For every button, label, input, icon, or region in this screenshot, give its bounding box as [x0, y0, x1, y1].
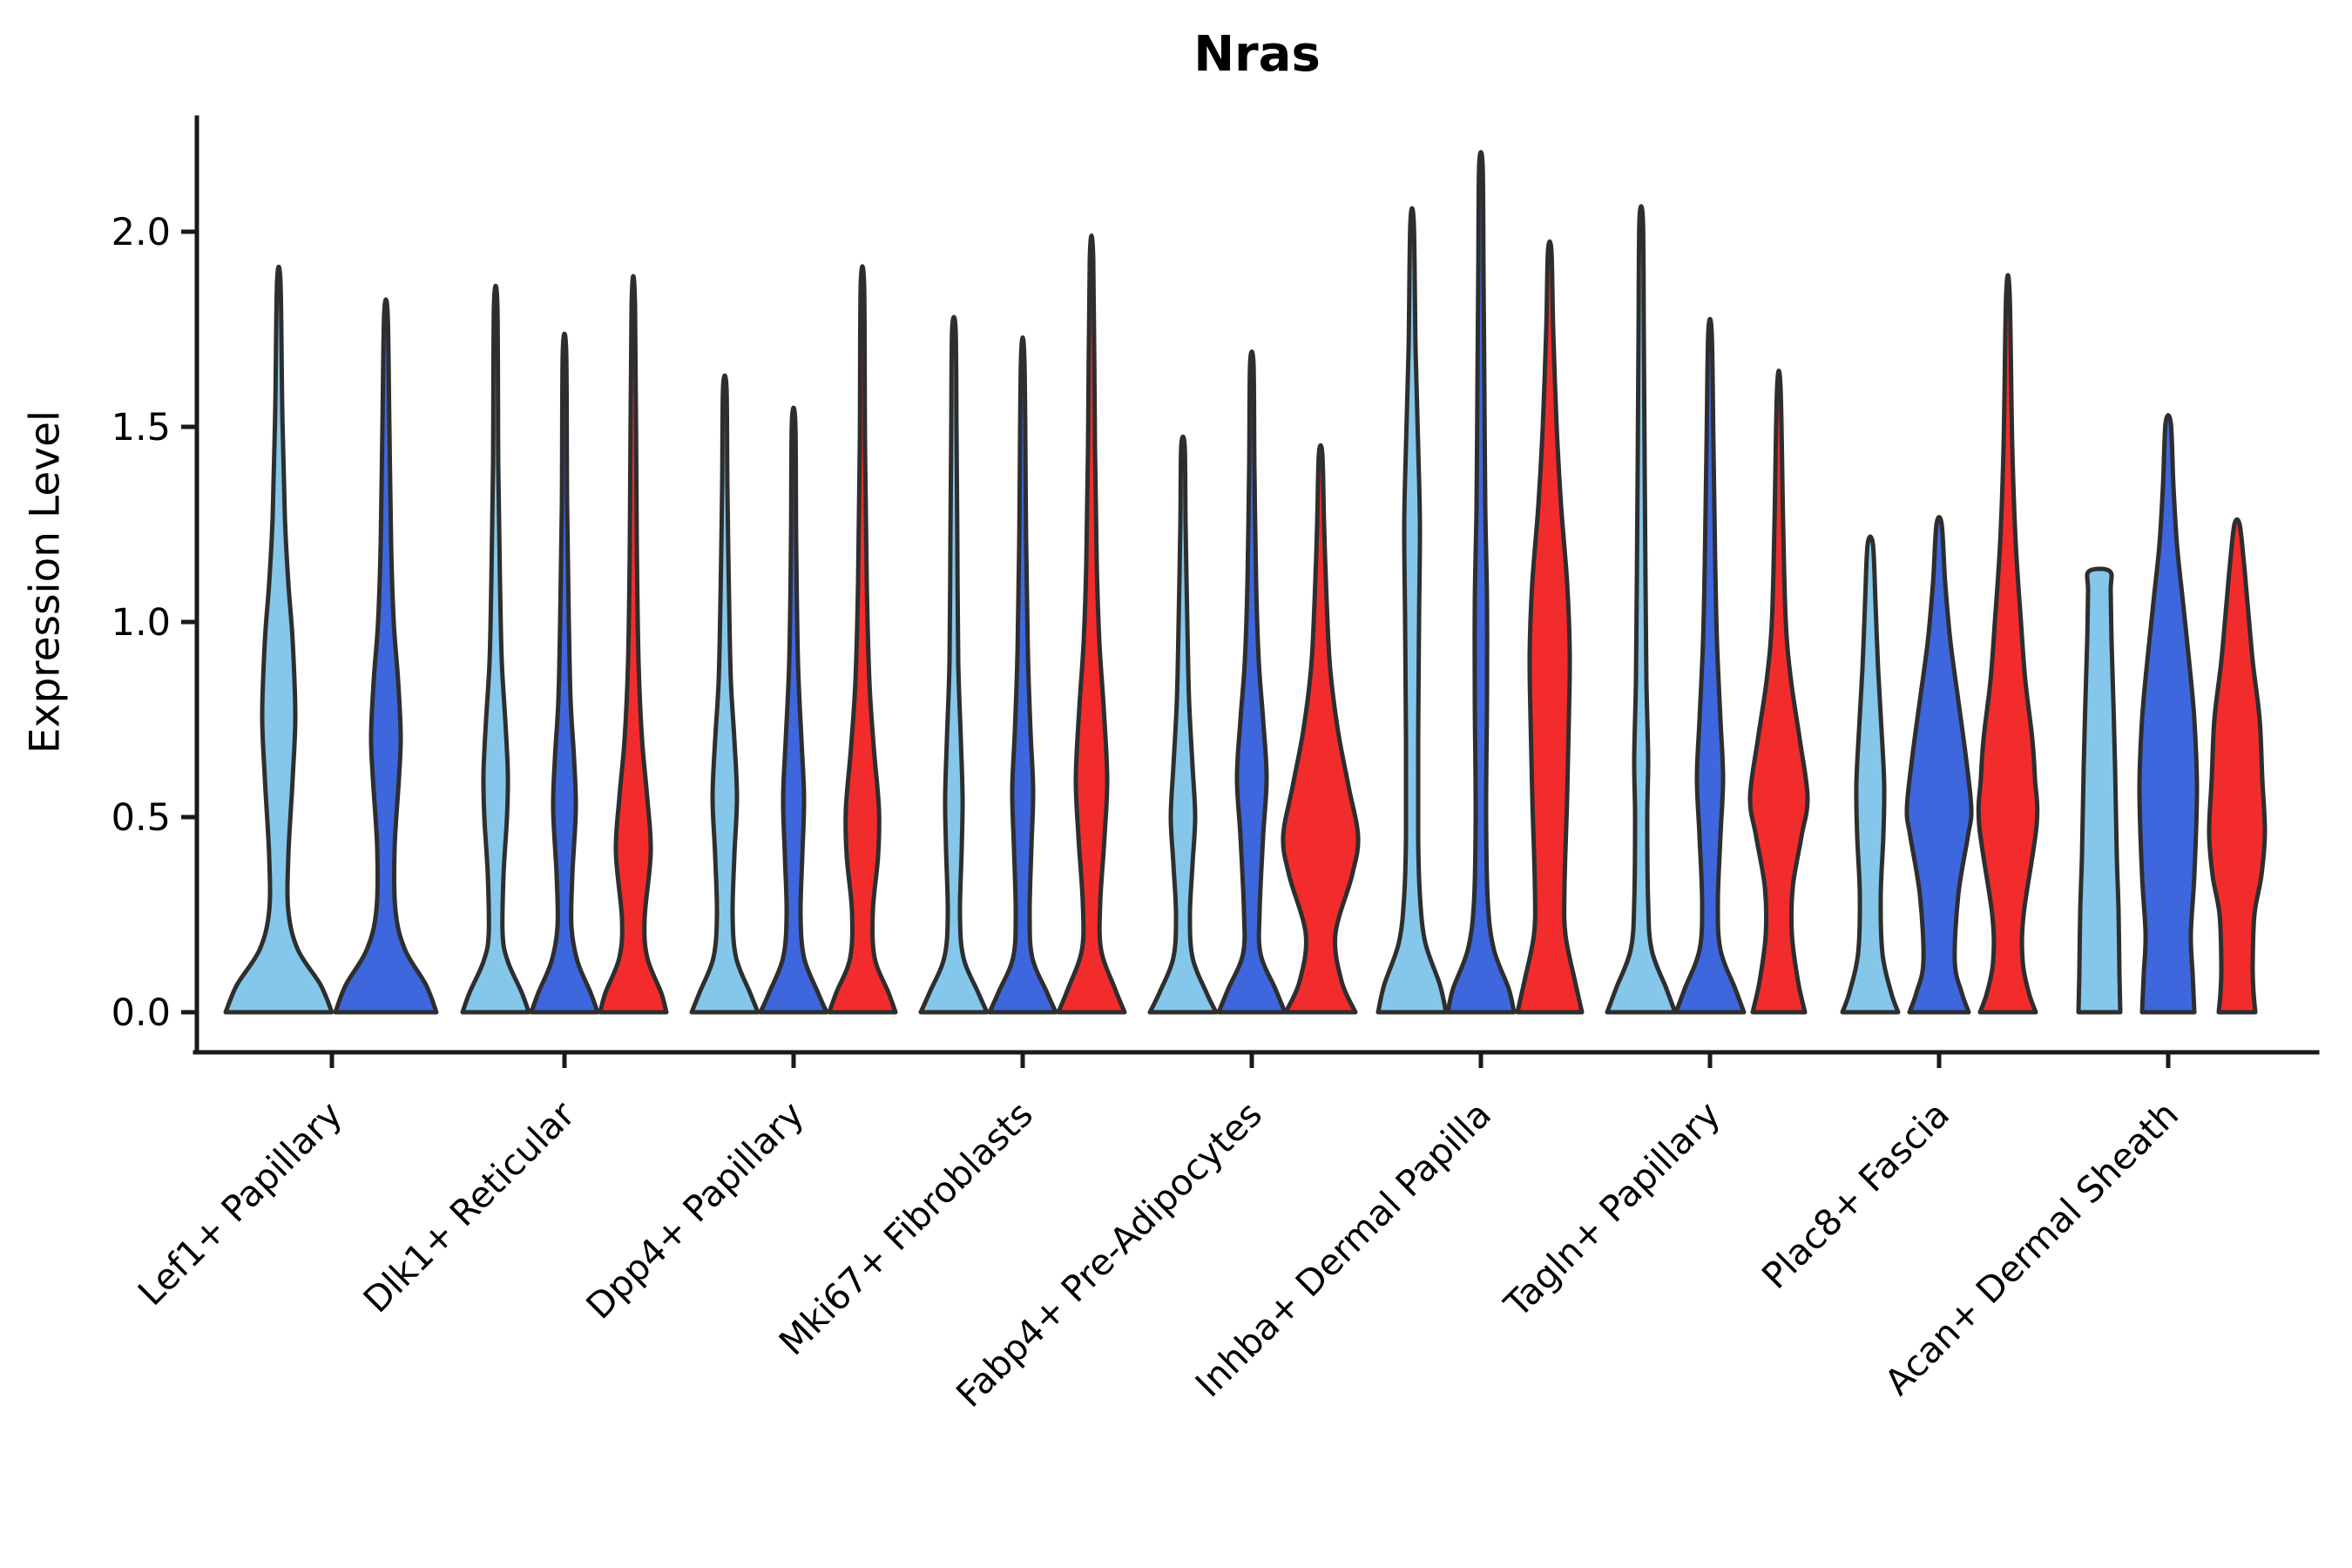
- y-tick-label: 1.5: [112, 406, 171, 449]
- y-axis-ticks: 0.0 0.5 1.0 1.5 2.0: [112, 211, 197, 1035]
- x-category-label: Tagln+ Papillary: [1496, 1093, 1728, 1326]
- violin-0-cond1: [223, 264, 335, 1015]
- y-tick-label: 0.5: [112, 796, 171, 840]
- violin-8-cond1: [2076, 566, 2123, 1015]
- violin-2-cond3: [827, 264, 898, 1015]
- y-tick-label: 2.0: [112, 211, 171, 254]
- x-category-label: Dlk1+ Reticular: [355, 1093, 583, 1321]
- violin-7-cond1: [1840, 534, 1901, 1015]
- violin-4-cond3: [1281, 443, 1361, 1015]
- violin-4-cond1: [1147, 434, 1219, 1015]
- violin-0-cond2: [333, 297, 439, 1015]
- x-category-label: Dpp4+ Papillary: [578, 1093, 812, 1327]
- violin-5-cond1: [1375, 206, 1449, 1015]
- violin-3-cond3: [1056, 233, 1127, 1015]
- violins-layer: [223, 150, 2268, 1015]
- violin-6-cond1: [1605, 204, 1678, 1015]
- violin-1-cond3: [598, 274, 669, 1015]
- violin-3-cond1: [918, 314, 990, 1015]
- violin-2-cond1: [689, 373, 760, 1015]
- violin-7-cond2: [1904, 515, 1974, 1015]
- violin-4-cond2: [1216, 349, 1288, 1015]
- x-category-label: Mki67+ Fibroblasts: [771, 1093, 1041, 1363]
- chart-title: Nras: [1193, 26, 1321, 83]
- violin-8-cond2: [2137, 413, 2200, 1015]
- y-tick-label: 0.0: [112, 991, 171, 1035]
- violin-3-cond2: [987, 335, 1058, 1015]
- violin-7-cond3: [1976, 273, 2040, 1015]
- violin-6-cond2: [1673, 316, 1747, 1015]
- violin-5-cond3: [1515, 239, 1585, 1015]
- x-category-label: Plac8+ Fascia: [1754, 1093, 1957, 1297]
- violin-5-cond2: [1445, 150, 1517, 1015]
- violin-6-cond3: [1747, 368, 1810, 1015]
- x-category-label: Lef1+ Papillary: [130, 1093, 350, 1314]
- y-tick-label: 1.0: [112, 601, 171, 645]
- violin-1-cond2: [529, 331, 600, 1015]
- violin-2-cond2: [758, 405, 829, 1015]
- violin-8-cond3: [2207, 517, 2268, 1015]
- axes: [193, 115, 2320, 1055]
- violin-1-cond1: [460, 283, 531, 1015]
